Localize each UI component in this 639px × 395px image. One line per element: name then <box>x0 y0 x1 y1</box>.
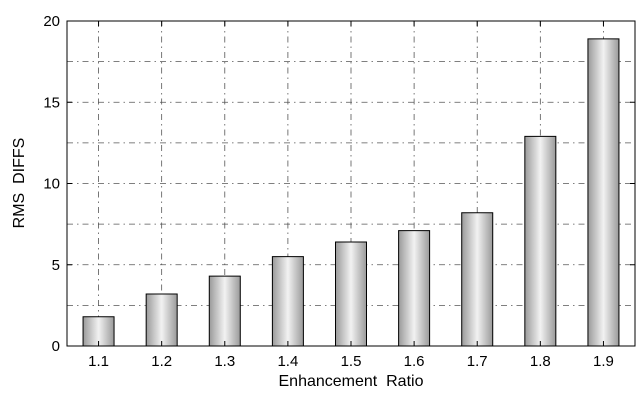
y-tick-label: 15 <box>43 94 60 111</box>
x-tick-label: 1.9 <box>593 353 614 370</box>
bar-1.7 <box>461 212 494 347</box>
y-tick-label: 10 <box>43 176 60 193</box>
bar-1.5 <box>335 241 367 347</box>
x-tick-label: 1.4 <box>277 353 298 370</box>
bar-1.9 <box>587 38 620 347</box>
bar-1.2 <box>145 293 178 347</box>
bar-1.4 <box>271 256 304 347</box>
x-tick-label: 1.5 <box>341 353 362 370</box>
bars <box>82 38 620 347</box>
bar-1.3 <box>208 275 241 347</box>
y-axis-label: RMS DIFFS <box>11 138 28 229</box>
y-tick-label: 5 <box>52 257 60 274</box>
bar-1.8 <box>524 135 557 347</box>
x-tick-label: 1.2 <box>151 353 172 370</box>
x-tick-label: 1.1 <box>88 353 109 370</box>
x-tick-label: 1.8 <box>530 353 551 370</box>
y-tick-label: 0 <box>52 338 60 355</box>
tick-labels: 0 5 10 15 20 1.1 1.2 1.3 1.4 1.5 1.6 1.7 1.8 1.9 <box>43 13 614 370</box>
bar-1.6 <box>398 230 431 347</box>
x-tick-label: 1.3 <box>214 353 235 370</box>
axis-ticks <box>67 20 635 347</box>
x-axis-label: Enhancement Ratio <box>279 373 424 390</box>
x-tick-label: 1.7 <box>467 353 488 370</box>
x-tick-label: 1.6 <box>404 353 425 370</box>
y-tick-label: 20 <box>43 13 60 30</box>
